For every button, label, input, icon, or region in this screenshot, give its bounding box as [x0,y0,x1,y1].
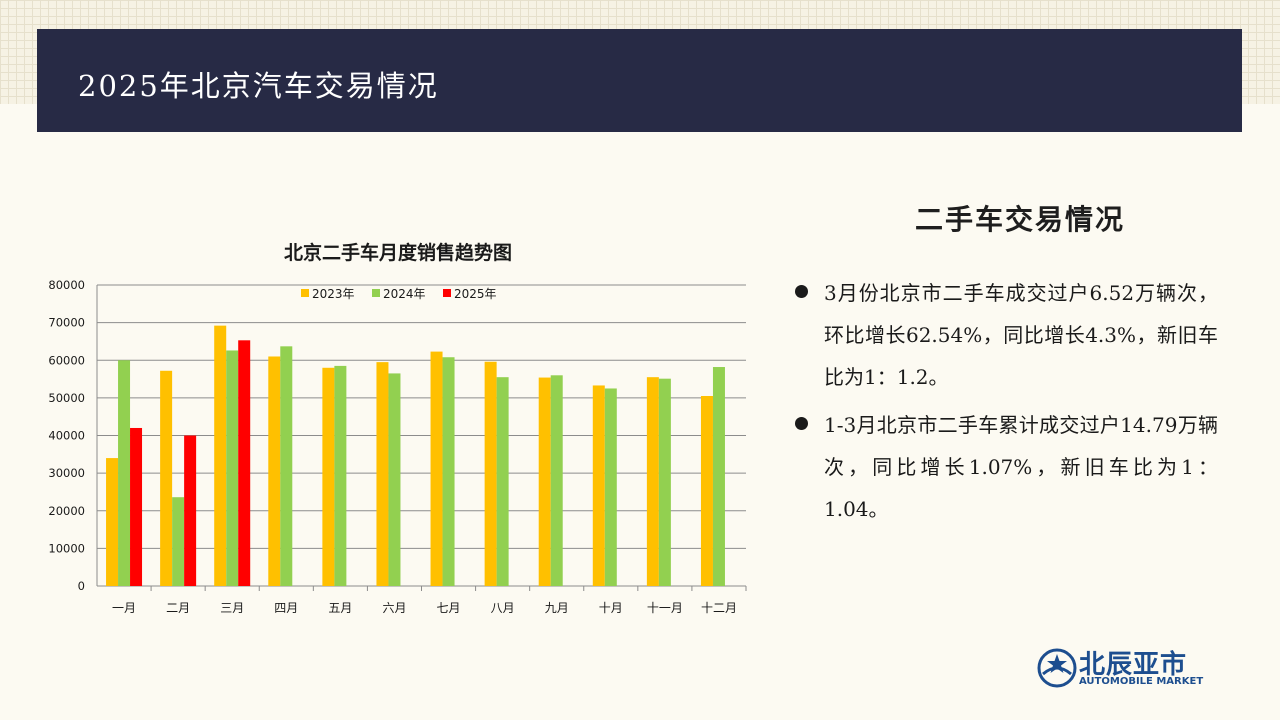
x-tick-label: 四月 [274,601,298,615]
page-title: 2025年北京汽车交易情况 [78,69,439,103]
bullet-item: 1-3月北京市二手车累计成交过户14.79万辆次，同比增长1.07%，新旧车比为… [793,404,1218,530]
company-logo: 北辰亚市 AUTOMOBILE MARKET [1037,646,1212,690]
bullet-icon [795,417,808,430]
bullet-text: 3月份北京市二手车成交过户6.52万辆次，环比增长62.54%，同比增长4.3%… [824,281,1218,389]
y-tick-label: 70000 [48,316,85,330]
y-tick-label: 0 [78,579,85,593]
bar [172,497,185,586]
logo-emblem-icon [1037,648,1077,688]
legend-label: 2023年 [312,287,355,301]
x-tick-label: 七月 [437,601,461,615]
y-tick-label: 10000 [48,541,85,555]
sales-bar-chart: 北京二手车月度销售趋势图 0 10000 20000 30000 40000 50000 60… [48,241,747,615]
bar [712,367,725,586]
x-tick-label: 八月 [491,601,515,615]
bar [130,427,143,586]
bar [592,385,605,586]
bullet-text: 1-3月北京市二手车累计成交过户14.79万辆次，同比增长1.07%，新旧车比为… [824,413,1218,521]
bar [658,378,671,586]
y-tick-label: 30000 [48,466,85,480]
bar [280,346,293,586]
y-tick-label: 60000 [48,353,85,367]
bar [106,458,119,586]
y-tick-label: 50000 [48,391,85,405]
legend-label: 2025年 [454,287,497,301]
x-tick-label: 十二月 [701,601,737,615]
legend-swatch [443,289,451,297]
y-tick-label: 20000 [48,504,85,518]
bar [484,361,497,586]
y-tick-label: 80000 [48,278,85,292]
bar [118,360,131,586]
x-tick-label: 九月 [545,601,569,615]
bar [322,367,335,586]
bar [646,377,659,586]
x-tick-label: 十月 [599,601,623,615]
bar [268,356,281,586]
bar [700,395,713,586]
bar [388,373,401,586]
bar [538,377,551,586]
panel-title: 二手车交易情况 [914,203,1125,236]
logo-name-en: AUTOMOBILE MARKET [1079,676,1204,687]
bullet-icon [795,285,808,298]
bar [334,365,347,586]
bar [226,350,239,586]
x-tick-label: 六月 [382,601,406,615]
x-tick-label: 一月 [112,601,136,615]
legend-swatch [301,289,309,297]
x-tick-label: 五月 [328,601,352,615]
bullet-list: 3月份北京市二手车成交过户6.52万辆次，环比增长62.54%，同比增长4.3%… [793,272,1218,536]
chart-title: 北京二手车月度销售趋势图 [284,241,512,264]
bullet-item: 3月份北京市二手车成交过户6.52万辆次，环比增长62.54%，同比增长4.3%… [793,272,1218,398]
y-tick-label: 40000 [48,429,85,443]
bar [184,435,197,586]
bar [442,357,455,586]
legend-swatch [372,289,380,297]
header-bar: 2025年北京汽车交易情况 [37,29,1242,132]
bar [214,325,227,586]
bar [160,370,173,586]
x-tick-label: 十一月 [647,601,683,615]
x-tick-label: 二月 [166,601,190,615]
bar [376,362,389,586]
logo-name-cn: 北辰亚市 [1079,650,1188,680]
bar [496,377,509,586]
bar [430,351,443,586]
bar [238,340,251,586]
x-tick-label: 三月 [220,601,244,615]
bar [604,388,617,586]
bar [550,375,563,586]
legend-label: 2024年 [383,287,426,301]
